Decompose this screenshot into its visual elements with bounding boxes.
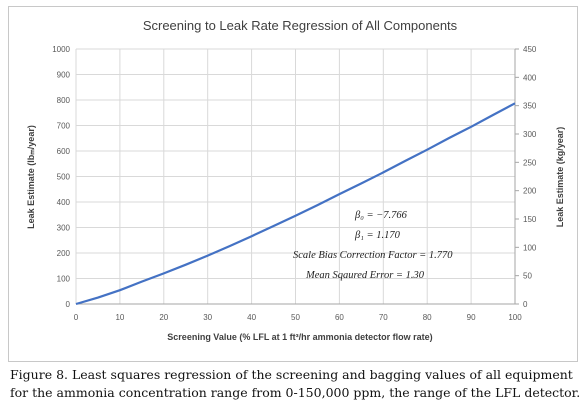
- y2-tick-label: 300: [523, 130, 537, 139]
- x-tick-label: 30: [203, 313, 212, 322]
- x-tick-label: 70: [379, 313, 388, 322]
- y-tick-label: 100: [57, 275, 71, 284]
- x-tick-label: 80: [423, 313, 432, 322]
- y-tick-label: 1000: [52, 45, 70, 54]
- y2-tick-label: 400: [523, 73, 537, 82]
- y-tick-label: 600: [57, 147, 71, 156]
- y-axis-label: Leak Estimate (lbₘ/year): [26, 125, 36, 229]
- regression-chart: 0 10 20 30 40 50 60 70 80 90 100010020030040050060…: [26, 18, 565, 342]
- y-tick-label: 0: [66, 300, 71, 309]
- y2-tick-label: 250: [523, 158, 537, 167]
- y2-tick-label: 0: [523, 300, 528, 309]
- chart-frame: [8, 6, 578, 362]
- y2-tick-label: 50: [523, 272, 532, 281]
- x-tick-label: 0: [74, 313, 79, 322]
- y-tick-label: 200: [57, 249, 71, 258]
- y2-axis-label: Leak Estimate (kg/year): [555, 127, 565, 228]
- regression-line: [75, 102, 516, 306]
- y2-tick-label: 450: [523, 45, 537, 54]
- x-axis-label: Screening Value (% LFL at 1 ft³/hr ammon…: [167, 332, 432, 342]
- chart-title: Screening to Leak Rate Regression of All…: [143, 18, 458, 33]
- y-tick-label: 400: [57, 198, 71, 207]
- series: [75, 102, 516, 306]
- x-tick-label: 20: [159, 313, 168, 322]
- y-tick-label: 700: [57, 122, 71, 131]
- annotation-mse: Mean Sqaured Error = 1.30: [305, 270, 425, 281]
- annotation-beta0: β₀ = −7.766: [354, 210, 408, 221]
- y-tick-label: 300: [57, 224, 71, 233]
- figure-caption: Figure 8. Least squares regression of th…: [10, 367, 581, 400]
- x-tick-label: 90: [467, 313, 476, 322]
- annotation-scale-bias: Scale Bias Correction Factor = 1.770: [293, 250, 453, 261]
- y-tick-label: 500: [57, 173, 71, 182]
- x-tick-label: 50: [291, 313, 300, 322]
- y2-tick-label: 200: [523, 187, 537, 196]
- x-tick-label: 100: [508, 313, 522, 322]
- y-tick-label: 800: [57, 96, 71, 105]
- x-tick-label: 40: [247, 313, 256, 322]
- x-tick-label: 10: [115, 313, 124, 322]
- x-tick-label: 60: [335, 313, 344, 322]
- annotation-beta1: β₁ = 1.170: [354, 230, 401, 241]
- axes: 0 10 20 30 40 50 60 70 80 90 100010020030040050060…: [52, 45, 537, 322]
- grid: [75, 48, 516, 305]
- y2-tick-label: 100: [523, 243, 537, 252]
- y2-tick-label: 150: [523, 215, 537, 224]
- y-tick-label: 900: [57, 71, 71, 80]
- y2-tick-label: 350: [523, 102, 537, 111]
